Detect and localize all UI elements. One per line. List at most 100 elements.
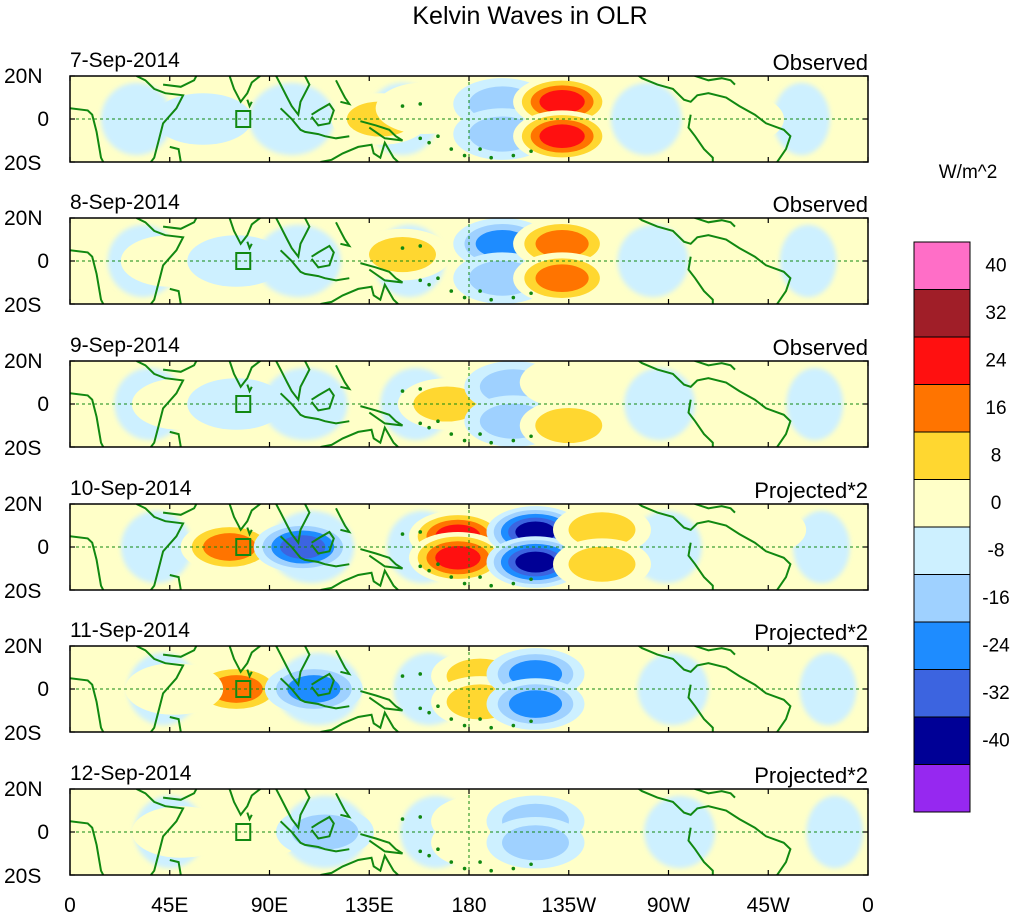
coastlines <box>70 789 792 875</box>
contour-level <box>375 82 474 135</box>
island-dot <box>478 860 482 864</box>
panel-6: 20N 0 20S 12-Sep-2014 Projected*2 <box>4 762 869 888</box>
coast-india <box>227 361 262 389</box>
panel-ticks <box>69 645 869 733</box>
coast-australia <box>320 710 399 732</box>
y-tick-label-south: 20S <box>4 722 41 745</box>
island-dot <box>400 104 405 108</box>
coast-south-america-west <box>687 114 714 162</box>
coast-indonesia <box>279 249 350 282</box>
island-dot <box>449 575 454 579</box>
colorbar-swatch <box>913 479 971 528</box>
x-tick-label: 0 <box>64 894 76 917</box>
colorbar-level-label: 16 <box>985 398 1006 419</box>
coast-south-america-west <box>687 256 714 304</box>
coast-indonesia <box>279 392 350 425</box>
anomaly-blob <box>513 110 612 162</box>
island-dot <box>436 276 440 281</box>
island-dot <box>436 134 440 138</box>
coast-arabia <box>162 789 198 801</box>
coast-borneo <box>310 102 335 127</box>
anomaly-blob <box>180 521 279 573</box>
island-dot <box>489 440 493 445</box>
coast-australia <box>320 282 399 304</box>
contour-level <box>515 551 556 573</box>
coast-newguinea <box>360 120 404 142</box>
panel-label: Observed <box>773 192 868 217</box>
panel-date: 7-Sep-2014 <box>70 49 180 72</box>
coast-caribbean <box>692 76 736 86</box>
anomaly-blob <box>353 228 452 281</box>
coast-africa-west <box>70 249 105 304</box>
panel-field <box>70 504 868 590</box>
coast-indonesia <box>279 535 350 568</box>
panel-label: Projected*2 <box>754 763 868 788</box>
colorbar-level-label: 24 <box>985 351 1007 372</box>
coast-newguinea <box>360 690 404 712</box>
coast-newguinea <box>360 405 404 427</box>
coast-philippines <box>335 507 352 534</box>
coast-south-america-east <box>637 76 792 162</box>
coast-south-america-east <box>637 504 792 590</box>
island-dot <box>418 672 423 676</box>
colorbar-level-label: 32 <box>985 303 1006 324</box>
colorbar-swatch <box>913 526 971 575</box>
panel-date: 11-Sep-2014 <box>70 619 190 642</box>
colorbar-level-label: -24 <box>982 636 1010 657</box>
coastlines <box>70 76 792 162</box>
island-dot <box>400 246 405 250</box>
contour-level <box>535 264 589 293</box>
island-dot <box>427 425 431 430</box>
coast-africa-east <box>136 789 185 875</box>
contour-level <box>502 825 569 861</box>
island-dot <box>427 710 431 715</box>
coast-caribbean <box>692 218 736 228</box>
coast-india <box>227 646 262 674</box>
coastlines <box>70 361 792 447</box>
colorbar-swatch <box>913 336 971 385</box>
island-dot <box>511 438 516 443</box>
coast-africa-west <box>70 107 105 162</box>
island-dot <box>478 575 482 579</box>
island-dot <box>511 866 516 871</box>
colorbar-swatch <box>913 621 971 670</box>
y-tick-label-north: 20N <box>4 207 43 230</box>
coast-caribbean <box>692 361 736 371</box>
coast-srilanka <box>246 99 253 109</box>
coast-india <box>227 789 262 817</box>
coast-south-america-west <box>687 399 714 447</box>
contour-level <box>535 407 603 444</box>
colorbar-swatch <box>913 716 971 765</box>
coast-borneo <box>310 672 335 697</box>
anomaly-blob <box>519 399 618 447</box>
island-dot <box>427 282 431 287</box>
island-dot <box>418 244 423 248</box>
coast-philippines <box>335 792 352 819</box>
panel-date: 12-Sep-2014 <box>70 762 192 785</box>
anomaly-blob <box>708 504 807 556</box>
coast-africa-east <box>136 361 185 447</box>
y-tick-label-equator: 0 <box>37 250 49 273</box>
x-tick-label: 45E <box>151 894 188 917</box>
island-dot <box>529 719 533 724</box>
coast-caribbean <box>692 646 736 656</box>
island-dot <box>511 581 516 586</box>
coast-arabia <box>162 76 198 88</box>
coast-australia <box>320 568 399 590</box>
y-tick-label-equator: 0 <box>37 821 49 844</box>
coast-philippines <box>335 221 352 248</box>
anomaly-blob <box>486 678 585 730</box>
y-tick-label-south: 20S <box>4 580 41 603</box>
coast-south-america-east <box>637 789 792 875</box>
island-dot <box>436 419 440 424</box>
panel-3: 20N 0 20S 9-Sep-2014 Observed <box>4 334 869 460</box>
coast-africa-west <box>70 535 105 590</box>
colorbar-swatch <box>913 764 971 813</box>
island-dot <box>478 432 482 436</box>
x-tick-label: 0 <box>862 894 874 917</box>
contour-level <box>369 237 436 273</box>
contour-level <box>539 90 585 114</box>
panel-label: Projected*2 <box>754 478 868 503</box>
coast-newguinea <box>360 262 404 284</box>
coast-newguinea <box>360 548 404 570</box>
